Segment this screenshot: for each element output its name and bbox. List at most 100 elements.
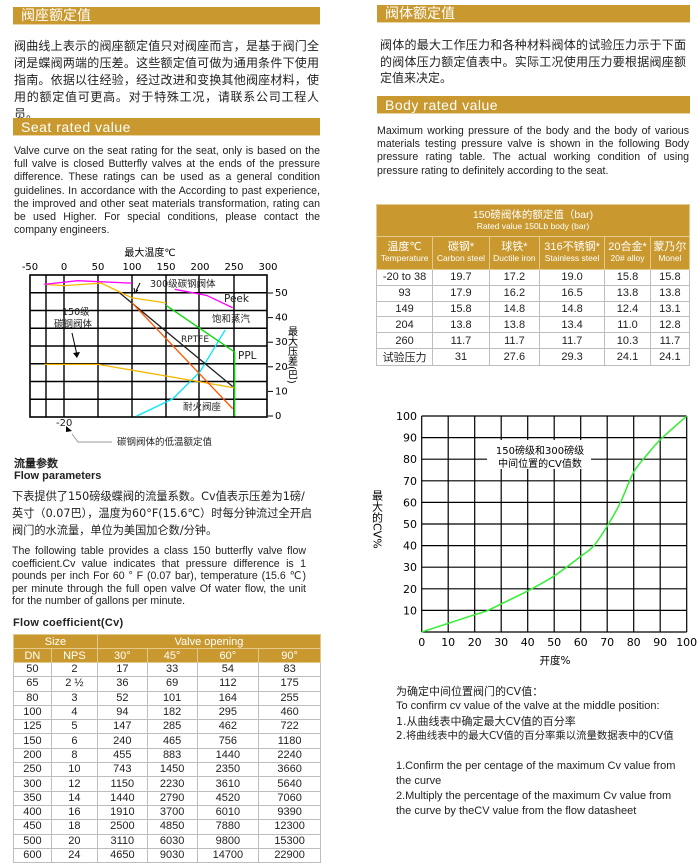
- y-tick-label: 40: [275, 313, 288, 324]
- flow-text-en: The following table provides a class 150…: [12, 545, 306, 607]
- table-row: 80 3 52 101 164 255: [13, 690, 321, 706]
- x-tick-label: 50: [547, 636, 561, 649]
- column-header: NPS: [50, 648, 98, 663]
- table-cell: 16.5: [538, 284, 606, 302]
- table-cell: 18: [50, 819, 98, 835]
- table-cell: 2230: [146, 776, 198, 792]
- x-tick-label: 100: [122, 262, 141, 273]
- series-line: [131, 302, 234, 410]
- series-line: [44, 280, 133, 286]
- table-cell: 455: [96, 747, 148, 764]
- flow-title-cn: 流量参数: [14, 457, 58, 470]
- y-tick-label: 60: [403, 496, 417, 509]
- table-cell: -20 to 38: [375, 269, 434, 286]
- low-temp-tick: -20: [56, 418, 72, 429]
- table-row: 125 5 147 285 462 722: [13, 719, 321, 735]
- y-tick-label: 30: [403, 561, 417, 574]
- column-header: 90°: [258, 648, 321, 663]
- x-tick-label: 0: [418, 636, 425, 649]
- table-cell: 17.2: [488, 269, 540, 286]
- label-steam: 饱和蒸汽: [212, 313, 251, 325]
- body-en-text: Maximum working pressure of the body and…: [377, 125, 689, 177]
- table-cell: 1440: [196, 747, 260, 764]
- table-cell: 11.7: [538, 332, 606, 349]
- series-line: [119, 292, 234, 387]
- x-tick-label: 0: [61, 262, 67, 273]
- arrow-icon: [71, 332, 78, 356]
- column-header: 蒙乃尔 Monel: [649, 236, 691, 270]
- table-row: 50 2 17 33 54 83: [13, 661, 321, 678]
- table-cell: 4: [50, 704, 98, 721]
- seat-en-text: Valve curve on the seat rating for the s…: [14, 145, 320, 237]
- y-tick-label: 50: [275, 288, 288, 299]
- label-ppl: PPL: [238, 350, 257, 362]
- table-cell: 93: [375, 284, 434, 302]
- y-tick-label: 20: [275, 362, 288, 373]
- table-cell: 13.4: [538, 316, 606, 334]
- body-table-title-cn: 150磅阀体的额定值（bar): [472, 208, 594, 221]
- column-header: 碳钢* Carbon steel: [432, 236, 490, 270]
- flow-title-en: Flow parameters: [14, 470, 102, 482]
- table-cell: 883: [146, 747, 198, 764]
- seat-en-header: Seat rated value: [13, 118, 320, 136]
- x-tick-label: 40: [521, 636, 535, 649]
- table-cell: 6030: [146, 833, 198, 849]
- y-tick-label: 30: [275, 337, 288, 348]
- column-header: 30°: [96, 648, 148, 663]
- table-cell: 50: [13, 661, 52, 678]
- annotation-background: [487, 440, 591, 469]
- table-cell: 12: [50, 776, 98, 792]
- table-cell: 285: [146, 719, 198, 735]
- flow-table-title: Flow coefficient(Cv): [13, 617, 124, 629]
- cv-note-1: 为确定中间位置阀门的CV值：: [396, 685, 544, 698]
- table-cell: 52: [96, 690, 148, 706]
- table-cell: 4650: [96, 847, 148, 864]
- header-en: Ductile iron: [493, 253, 536, 263]
- body-cn-header: 阀体额定值: [377, 5, 690, 23]
- table-cell: 29.3: [538, 347, 606, 366]
- table-cell: 295: [196, 704, 260, 721]
- table-cell: 5640: [258, 776, 321, 792]
- table-cell: 400: [13, 804, 52, 821]
- body-table-title-en: Rated value 150Lb body (bar): [476, 220, 590, 231]
- flow-table: Size Valve opening DN NPS 30° 45° 60° 90° 50 2 1…: [13, 634, 322, 864]
- column-header: 60°: [196, 648, 260, 663]
- table-cell: 100: [13, 704, 52, 721]
- table-cell: 9800: [196, 833, 260, 849]
- table-cell: 9390: [258, 804, 321, 821]
- cv-y-title: 最大的CV%: [371, 490, 384, 549]
- table-cell: 460: [258, 704, 321, 721]
- table-row: 100 4 94 182 295 460: [13, 704, 321, 721]
- label-150-carbon: 150级碳钢阀体: [54, 306, 93, 330]
- y-tick-label: 70: [403, 475, 417, 488]
- header-cn: 20合金*: [608, 241, 647, 253]
- header-cn: 球铁*: [501, 241, 528, 253]
- table-cell: 12.4: [604, 300, 651, 318]
- x-tick-label: 300: [258, 262, 277, 273]
- table-cell: 14: [50, 790, 98, 806]
- table-cell: 试验压力: [375, 347, 434, 366]
- y-tick-label: 40: [403, 540, 417, 553]
- table-row: 600 24 4650 9030 14700 22900: [13, 847, 321, 864]
- arrow-icon: [73, 352, 80, 358]
- table-cell: 149: [375, 300, 434, 318]
- header-cn: 碳钢*: [447, 241, 475, 253]
- table-cell: 13.8: [604, 284, 651, 302]
- table-cell: 22900: [258, 847, 321, 864]
- table-cell: 33: [146, 661, 198, 678]
- table-cell: 10.3: [604, 332, 651, 349]
- table-cell: 11.7: [649, 332, 691, 349]
- table-cell: 13.8: [432, 316, 490, 334]
- label-line: 150级: [62, 306, 90, 318]
- table-cell: 465: [146, 733, 198, 749]
- table-cell: 94: [96, 704, 148, 721]
- table-cell: 4850: [146, 819, 198, 835]
- body-en-header: Body rated value: [377, 96, 690, 114]
- group-header-opening: Valve opening: [96, 634, 322, 649]
- column-header: 20合金* 20# alloy: [604, 236, 651, 270]
- table-cell: 12300: [258, 819, 321, 835]
- table-cell: 3110: [96, 833, 148, 849]
- table-cell: 24.1: [604, 347, 651, 366]
- table-cell: 54: [196, 661, 260, 678]
- table-cell: 743: [96, 762, 148, 778]
